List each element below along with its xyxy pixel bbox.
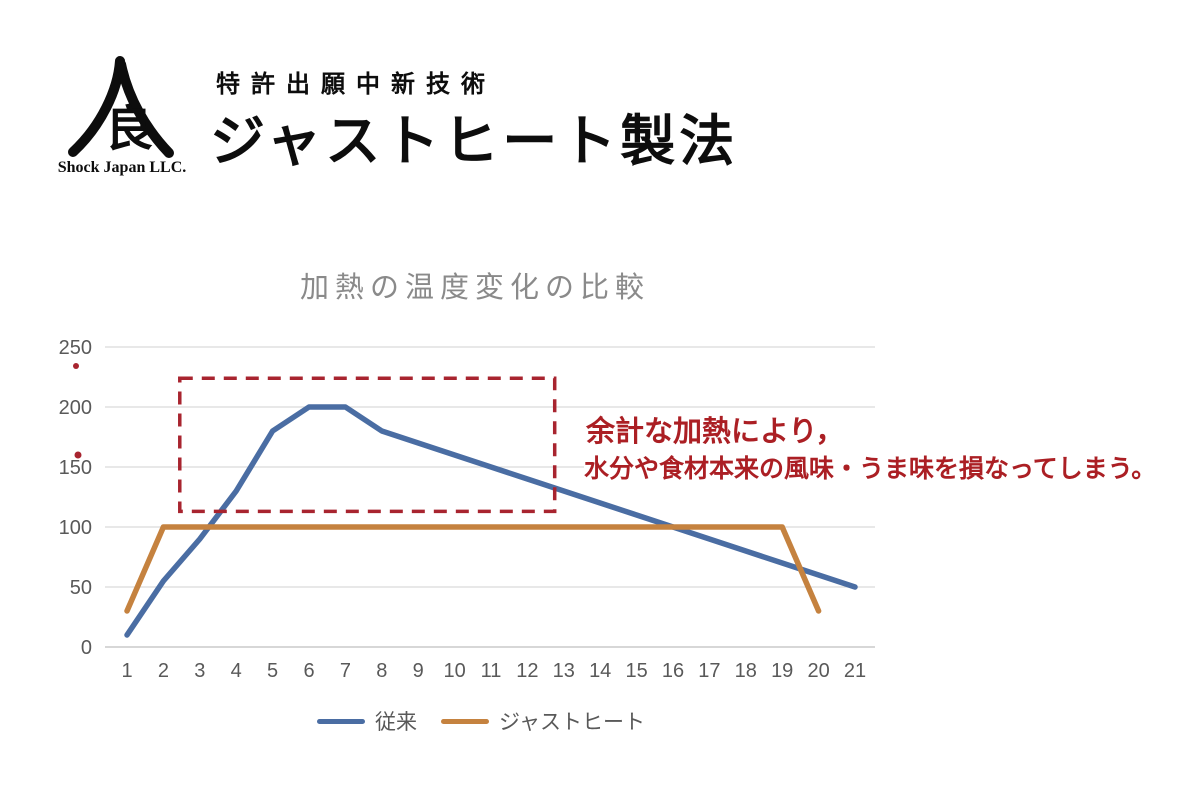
legend-item-conventional: 従来 (317, 706, 417, 736)
x-tick-label: 16 (662, 660, 684, 682)
highlight-box (178, 376, 557, 514)
y-tick-label: 50 (70, 577, 92, 599)
brand-logo: 良 Shock Japan LLC. (52, 48, 192, 177)
x-tick-label: 11 (481, 660, 502, 682)
x-tick-label: 14 (589, 660, 611, 682)
annotation-line-2: 水分や食材本来の風味・うま味を損なってしまう。 (584, 449, 1161, 485)
x-tick-label: 8 (376, 660, 387, 682)
red-dot (73, 363, 79, 369)
x-tick-label: 20 (807, 660, 829, 682)
x-tick-label: 19 (771, 660, 793, 682)
x-tick-label: 17 (698, 660, 720, 682)
legend-swatch-justheat (441, 718, 490, 724)
x-tick-label: 3 (194, 660, 205, 682)
chart-legend: 従来 ジャストヒート (0, 706, 962, 736)
x-tick-label: 2 (158, 660, 169, 682)
logo-mark-icon: 良 (68, 56, 174, 158)
y-tick-label: 250 (59, 337, 92, 359)
legend-label-justheat: ジャストヒート (499, 711, 645, 734)
x-tick-label: 1 (121, 660, 132, 682)
x-tick-label: 13 (553, 660, 575, 682)
x-tick-label: 7 (340, 660, 351, 682)
x-tick-label: 12 (516, 660, 538, 682)
y-tick-label: 150 (59, 457, 92, 479)
header-subtitle: 特許出願中新技術 (216, 72, 496, 98)
red-dot (74, 451, 82, 459)
company-name: Shock Japan LLC. (57, 159, 187, 176)
x-tick-label: 5 (267, 660, 278, 682)
x-tick-label: 15 (625, 660, 647, 682)
legend-swatch-conventional (317, 718, 366, 724)
y-tick-label: 0 (81, 637, 92, 659)
x-tick-label: 18 (735, 660, 757, 682)
legend-item-justheat: ジャストヒート (441, 706, 645, 736)
legend-label-conventional: 従来 (375, 711, 418, 734)
x-tick-label: 21 (844, 660, 866, 682)
y-tick-label: 100 (59, 517, 92, 539)
x-tick-label: 6 (303, 660, 314, 682)
y-tick-label: 200 (59, 397, 92, 419)
page-title: ジャストヒート製法 (210, 111, 739, 172)
x-tick-label: 10 (443, 660, 465, 682)
series-line-ジャストヒート (124, 524, 822, 614)
chart-title: 加熱の温度変化の比較 (299, 272, 650, 304)
logo-kanji: 良 (105, 103, 153, 156)
x-tick-label: 9 (413, 660, 424, 682)
series-line-従来 (124, 404, 858, 638)
x-tick-label: 4 (231, 660, 242, 682)
annotation-line-1: 余計な加熱により， (586, 408, 851, 450)
